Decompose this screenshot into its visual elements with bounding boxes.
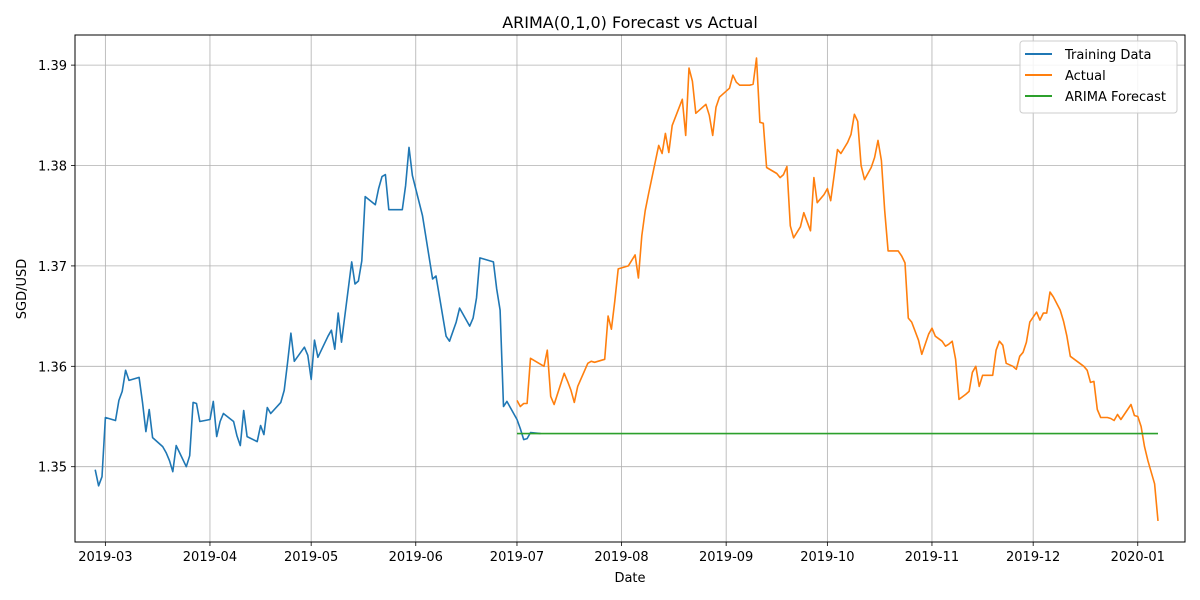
x-tick-label: 2019-05 <box>284 550 338 565</box>
training-data-line <box>94 146 541 487</box>
legend-label-training: Training Data <box>1064 48 1151 63</box>
y-axis-title: SGD/USD <box>15 259 30 320</box>
x-tick-label: 2019-06 <box>389 550 443 565</box>
x-tick-label: 2020-01 <box>1111 550 1165 565</box>
legend-label-actual: Actual <box>1065 69 1106 84</box>
actual-line <box>516 57 1159 521</box>
x-tick-label: 2019-12 <box>1006 550 1060 565</box>
axis-ticks: 2019-03 2019-04 2019-05 2019-06 2019-07 2019-… <box>38 59 1165 565</box>
grid <box>75 35 1185 542</box>
x-axis-title: Date <box>614 571 645 586</box>
y-tick-label: 1.39 <box>38 59 67 74</box>
legend: Training Data Actual ARIMA Forecast <box>1019 40 1178 114</box>
x-tick-label: 2019-07 <box>490 550 544 565</box>
x-tick-label: 2019-09 <box>699 550 753 565</box>
x-tick-label: 2019-03 <box>78 550 132 565</box>
chart-title: ARIMA(0,1,0) Forecast vs Actual <box>502 13 758 32</box>
y-tick-label: 1.38 <box>38 160 67 175</box>
x-tick-label: 2019-04 <box>183 550 237 565</box>
x-tick-label: 2019-10 <box>800 550 854 565</box>
y-tick-label: 1.35 <box>38 461 67 476</box>
legend-label-forecast: ARIMA Forecast <box>1065 90 1166 105</box>
plot-area-frame <box>74 34 1186 543</box>
series-group <box>94 57 1159 521</box>
y-tick-label: 1.37 <box>38 260 67 275</box>
x-tick-label: 2019-11 <box>905 550 959 565</box>
legend-box <box>1019 40 1178 114</box>
x-tick-label: 2019-08 <box>594 550 648 565</box>
y-tick-label: 1.36 <box>38 360 67 375</box>
